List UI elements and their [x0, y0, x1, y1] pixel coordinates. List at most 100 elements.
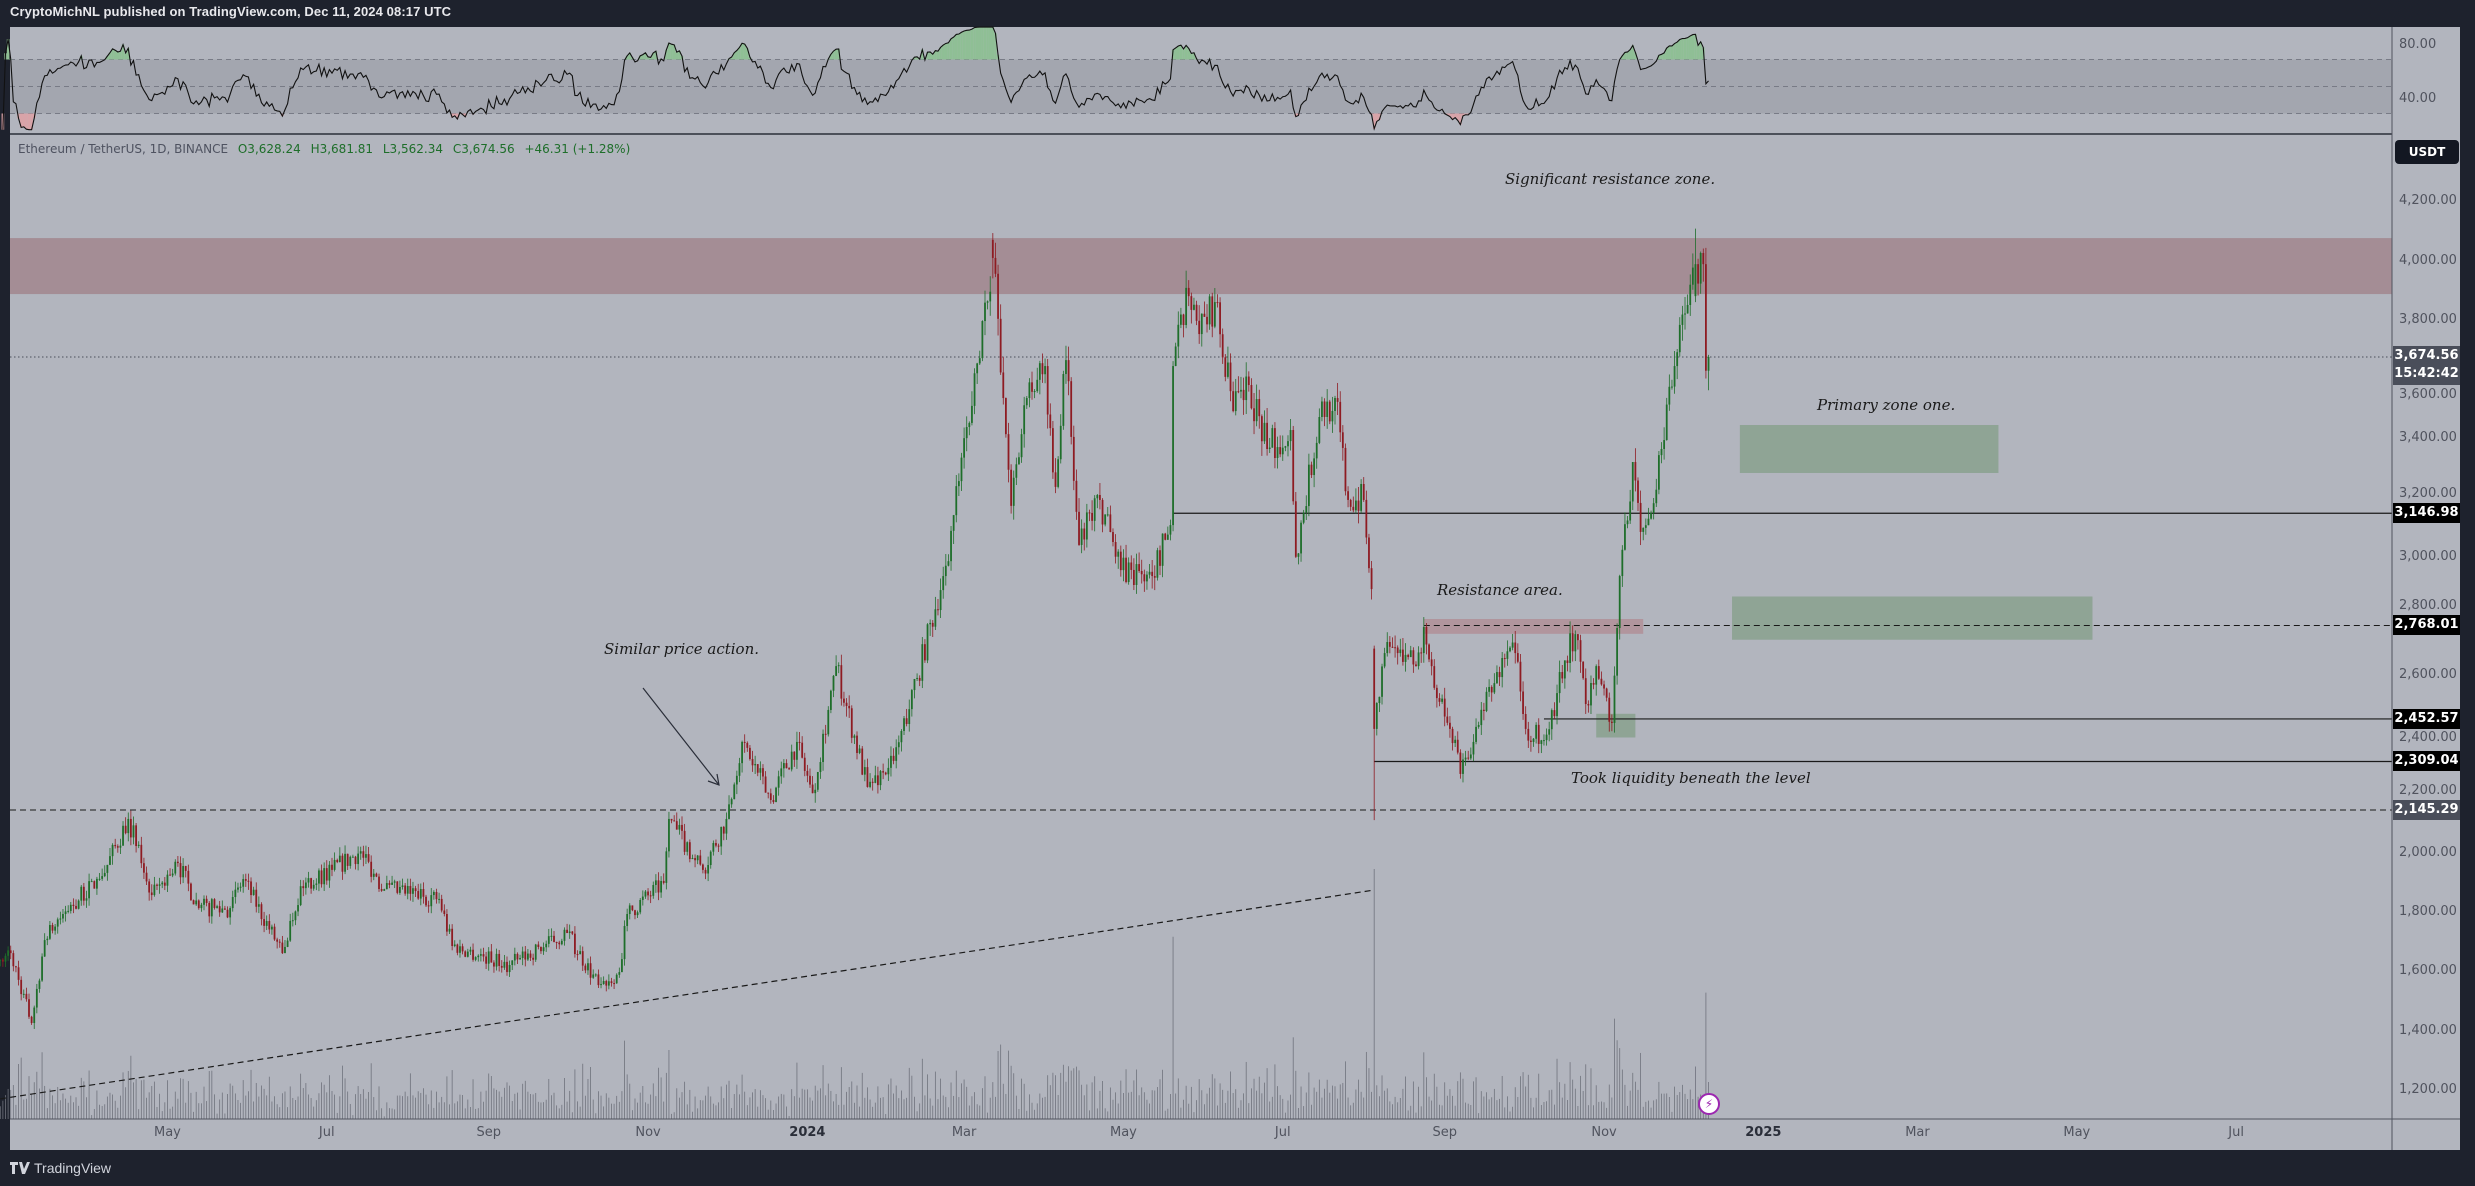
candle-body	[312, 884, 315, 889]
candle-body	[840, 665, 843, 699]
candle-body	[592, 974, 595, 978]
candle-body	[176, 861, 179, 864]
candle-body	[957, 481, 960, 487]
candle-body	[1647, 518, 1650, 526]
candle-body	[717, 845, 720, 847]
lightning-icon[interactable]: ⚡	[1698, 1093, 1720, 1115]
candle-body	[877, 775, 879, 786]
candle-body	[926, 624, 929, 661]
candle-body	[35, 988, 38, 1008]
candle-body	[289, 920, 292, 941]
candle-body	[1435, 687, 1438, 699]
candle-body	[451, 928, 454, 947]
annotation-significant-resistance[interactable]: Significant resistance zone.	[1505, 170, 1716, 188]
candle-body	[333, 859, 336, 870]
candle-body	[1629, 501, 1632, 521]
candle-body	[1563, 660, 1566, 679]
candle-body	[905, 718, 908, 724]
annotation-similar-price-action[interactable]: Similar price action.	[604, 640, 760, 658]
candle-body	[404, 885, 407, 894]
time-tick: May	[1109, 1125, 1137, 1140]
candle-body	[221, 908, 224, 913]
candle-body	[610, 981, 613, 984]
candle-body	[1469, 754, 1472, 759]
candle-body	[1373, 648, 1376, 729]
candle-body	[519, 958, 521, 960]
candle-body	[461, 946, 464, 952]
candle-body	[751, 759, 754, 766]
candle-body	[712, 843, 715, 852]
candle-body	[1310, 464, 1313, 476]
annotation-took-liquidity[interactable]: Took liquidity beneath the level	[1571, 769, 1811, 787]
candle-body	[284, 946, 286, 954]
candle-body	[148, 881, 151, 893]
candle-body	[1085, 512, 1088, 540]
candle-body	[9, 950, 12, 954]
candle-body	[866, 767, 869, 787]
candle-body	[947, 561, 950, 566]
annotation-primary-zone[interactable]: Primary zone one.	[1817, 396, 1956, 414]
candle-body	[331, 864, 333, 870]
candle-body	[537, 944, 540, 947]
candle-body	[1274, 428, 1276, 459]
candle-body	[845, 702, 848, 706]
candle-body	[1399, 649, 1402, 654]
candle-body	[644, 891, 647, 897]
candle-body	[1488, 686, 1491, 692]
candle-body	[1114, 542, 1117, 557]
candle-body	[1080, 528, 1083, 545]
candle-body	[1132, 569, 1135, 585]
candle-body	[532, 957, 535, 960]
candle-body	[1234, 391, 1237, 412]
candle-body	[1036, 379, 1039, 392]
level-label-2768: 2,768.01	[2393, 615, 2460, 635]
candle-body	[338, 855, 341, 863]
candle-body	[670, 818, 673, 821]
candle-body	[829, 690, 832, 710]
annotation-resistance-area[interactable]: Resistance area.	[1437, 581, 1563, 599]
candle-body	[929, 622, 932, 625]
candle-body	[1530, 740, 1532, 742]
candle-body	[903, 718, 905, 731]
candle-body	[769, 793, 772, 800]
candle-body	[231, 897, 234, 909]
candle-body	[1208, 296, 1211, 325]
candle-body	[589, 963, 592, 978]
candle-body	[1339, 401, 1342, 433]
candle-body	[1477, 725, 1480, 727]
candle-body	[511, 960, 514, 965]
candle-body	[200, 904, 203, 909]
publisher-line: CryptoMichNL published on TradingView.co…	[10, 4, 452, 19]
candle-body	[1046, 366, 1049, 415]
candle-body	[895, 747, 898, 761]
candle-body	[602, 981, 605, 985]
candle-body	[1420, 652, 1423, 654]
candle-body	[1610, 721, 1613, 723]
candle-body	[1182, 314, 1185, 326]
candle-body	[109, 856, 111, 865]
candle-body	[365, 854, 367, 858]
candle-body	[1347, 491, 1349, 500]
candle-body	[1122, 557, 1125, 571]
candle-body	[874, 775, 877, 783]
currency-button[interactable]: USDT	[2395, 140, 2459, 164]
candle-body	[1676, 352, 1679, 367]
candle-body	[383, 889, 386, 891]
candle-body	[991, 239, 994, 258]
candle-body	[1219, 302, 1221, 335]
candle-body	[526, 953, 529, 960]
candle-body	[344, 853, 346, 872]
chart-background	[10, 27, 2460, 1150]
candle-body	[722, 826, 725, 834]
annotation-arrow[interactable]	[642, 687, 720, 786]
candle-body	[934, 609, 937, 627]
candle-body	[1138, 564, 1141, 571]
candle-body	[482, 954, 485, 957]
tradingview-logo[interactable]: TradingView	[10, 1160, 111, 1176]
candle-body	[850, 708, 853, 738]
candle-body	[837, 665, 840, 667]
candle-body	[686, 842, 689, 852]
candle-body	[54, 926, 57, 931]
candle-body	[1368, 537, 1370, 569]
